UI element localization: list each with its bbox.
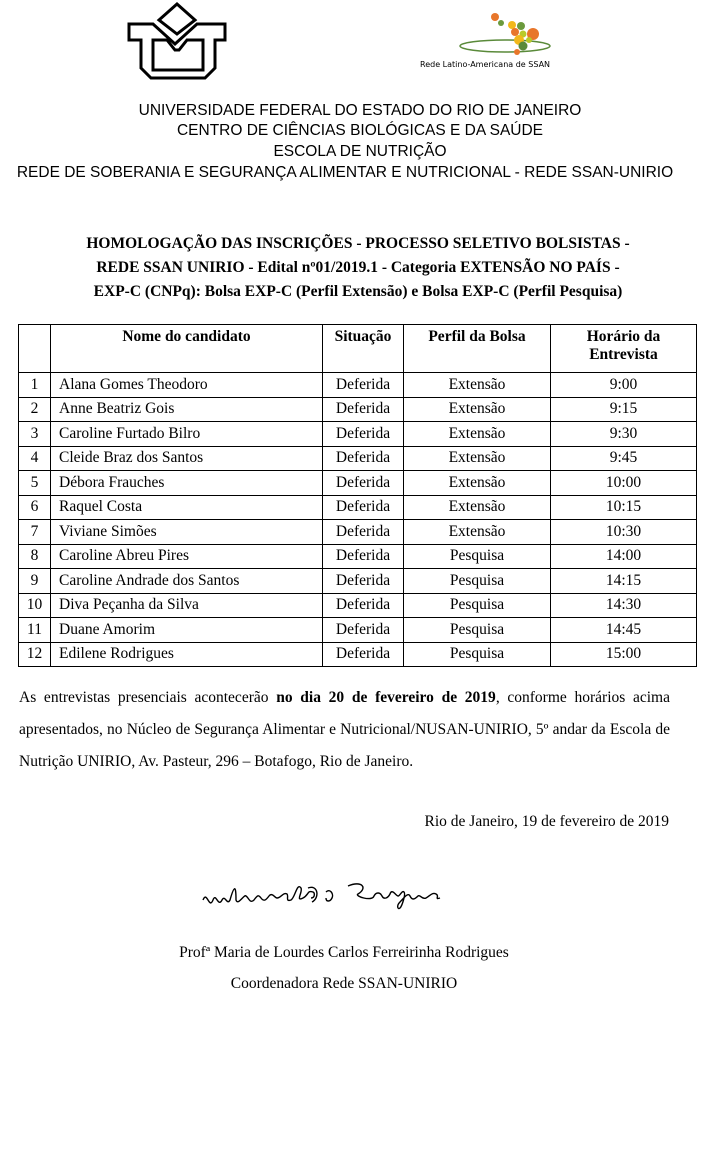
- row-index: 9: [18, 568, 51, 594]
- doc-title-line-3: EXP-C (CNPq): Bolsa EXP-C (Perfil Extens…: [93, 283, 623, 300]
- row-index: 3: [18, 421, 51, 447]
- interview-time: 9:30: [550, 421, 697, 447]
- table-row: 4 Cleide Braz dos Santos Deferida Extensão 9…: [18, 445, 697, 471]
- table-row: 3 Caroline Furtado Bilro Deferida Extensão 9…: [18, 421, 697, 447]
- status: Deferida: [322, 543, 404, 569]
- status: Deferida: [322, 372, 404, 398]
- status: Deferida: [322, 445, 404, 471]
- table-header-row: Nome do candidato Situação Perfil da Bol…: [18, 324, 697, 373]
- date-line: Rio de Janeiro, 19 de fevereiro de 2019: [424, 813, 669, 830]
- candidate-name: Caroline Andrade dos Santos: [50, 568, 323, 594]
- candidate-name: Caroline Furtado Bilro: [50, 421, 323, 447]
- doc-title-line-2: REDE SSAN UNIRIO - Edital nº01/2019.1 - …: [96, 259, 620, 276]
- table-row: 12 Edilene Rodrigues Deferida Pesquisa 15:00: [18, 641, 697, 667]
- paragraph-date-bold: no dia 20 de fevereiro de 2019: [276, 689, 496, 706]
- candidate-name: Débora Frauches: [50, 470, 323, 496]
- interview-time: 14:30: [550, 592, 697, 618]
- table-row: 6 Raquel Costa Deferida Extensão 10:15: [18, 494, 697, 520]
- interview-time: 10:30: [550, 519, 697, 545]
- paragraph-text: As entrevistas presenciais acontecerão: [19, 689, 277, 706]
- table-row: 10 Diva Peçanha da Silva Deferida Pesquisa 1…: [18, 592, 697, 618]
- header-university: UNIVERSIDADE FEDERAL DO ESTADO DO RIO DE…: [138, 102, 582, 119]
- interview-time: 14:00: [550, 543, 697, 569]
- interview-time: 14:45: [550, 617, 697, 643]
- interview-time: 15:00: [550, 641, 697, 667]
- header-center: CENTRO DE CIÊNCIAS BIOLÓGICAS E DA SAÚDE: [176, 122, 544, 139]
- status: Deferida: [322, 421, 404, 447]
- candidate-name: Viviane Simões: [50, 519, 323, 545]
- row-index: 5: [18, 470, 51, 496]
- row-index: 6: [18, 494, 51, 520]
- unirio-logo: [127, 2, 227, 80]
- row-index: 12: [18, 641, 51, 667]
- signature: [202, 883, 441, 910]
- header-school: ESCOLA DE NUTRIÇÃO: [273, 143, 447, 160]
- table-row: 7 Viviane Simões Deferida Extensão 10:30: [18, 519, 697, 545]
- col-header-index: [18, 324, 51, 373]
- profile: Extensão: [403, 445, 551, 471]
- table-row: 9 Caroline Andrade dos Santos Deferida Pesq…: [18, 568, 697, 594]
- profile: Extensão: [403, 421, 551, 447]
- col-header-status: Situação: [322, 324, 404, 373]
- table-row: 11 Duane Amorim Deferida Pesquisa 14:45: [18, 617, 697, 643]
- status: Deferida: [322, 519, 404, 545]
- interview-time: 9:15: [550, 396, 697, 422]
- row-index: 10: [18, 592, 51, 618]
- row-index: 11: [18, 617, 51, 643]
- interview-paragraph: As entrevistas presenciais acontecerão n…: [19, 682, 670, 778]
- table-row: 5 Débora Frauches Deferida Extensão 10:00: [18, 470, 697, 496]
- profile: Extensão: [403, 396, 551, 422]
- table-row: 2 Anne Beatriz Gois Deferida Extensão 9:15: [18, 396, 697, 422]
- col-header-name: Nome do candidato: [50, 324, 323, 373]
- profile: Pesquisa: [403, 617, 551, 643]
- row-index: 1: [18, 372, 51, 398]
- profile: Pesquisa: [403, 592, 551, 618]
- signer-role: Coordenadora Rede SSAN-UNIRIO: [230, 975, 458, 992]
- interview-time: 9:00: [550, 372, 697, 398]
- interview-time: 14:15: [550, 568, 697, 594]
- candidate-name: Duane Amorim: [50, 617, 323, 643]
- doc-title-line-1: HOMOLOGAÇÃO DAS INSCRIÇÕES - PROCESSO SE…: [86, 235, 630, 252]
- status: Deferida: [322, 470, 404, 496]
- interview-time: 10:15: [550, 494, 697, 520]
- profile: Extensão: [403, 494, 551, 520]
- candidates-table: Nome do candidato Situação Perfil da Bol…: [18, 324, 697, 667]
- col-header-profile: Perfil da Bolsa: [403, 324, 551, 373]
- profile: Extensão: [403, 470, 551, 496]
- status: Deferida: [322, 641, 404, 667]
- col-header-time: Horário da Entrevista: [550, 324, 697, 373]
- interview-time: 9:45: [550, 445, 697, 471]
- candidate-name: Edilene Rodrigues: [50, 641, 323, 667]
- signer-name: Profª Maria de Lourdes Carlos Ferreirinh…: [179, 944, 509, 961]
- row-index: 4: [18, 445, 51, 471]
- profile: Extensão: [403, 519, 551, 545]
- row-index: 8: [18, 543, 51, 569]
- profile: Pesquisa: [403, 641, 551, 667]
- profile: Pesquisa: [403, 543, 551, 569]
- candidate-name: Caroline Abreu Pires: [50, 543, 323, 569]
- paragraph-text-rest: , conforme horários acima apresentados, …: [19, 689, 670, 770]
- ssan-logo: [459, 13, 551, 55]
- profile: Pesquisa: [403, 568, 551, 594]
- status: Deferida: [322, 396, 404, 422]
- header-network: REDE DE SOBERANIA E SEGURANÇA ALIMENTAR …: [16, 164, 674, 181]
- status: Deferida: [322, 568, 404, 594]
- status: Deferida: [322, 592, 404, 618]
- candidate-name: Alana Gomes Theodoro: [50, 372, 323, 398]
- candidate-name: Diva Peçanha da Silva: [50, 592, 323, 618]
- candidate-name: Raquel Costa: [50, 494, 323, 520]
- status: Deferida: [322, 617, 404, 643]
- interview-time: 10:00: [550, 470, 697, 496]
- profile: Extensão: [403, 372, 551, 398]
- table-row: 1 Alana Gomes Theodoro Deferida Extensão 9:0…: [18, 372, 697, 398]
- candidate-name: Anne Beatriz Gois: [50, 396, 323, 422]
- candidate-name: Cleide Braz dos Santos: [50, 445, 323, 471]
- status: Deferida: [322, 494, 404, 520]
- table-row: 8 Caroline Abreu Pires Deferida Pesquisa 14:…: [18, 543, 697, 569]
- row-index: 2: [18, 396, 51, 422]
- ssan-logo-caption: Rede Latino-Americana de SSAN: [420, 60, 551, 69]
- row-index: 7: [18, 519, 51, 545]
